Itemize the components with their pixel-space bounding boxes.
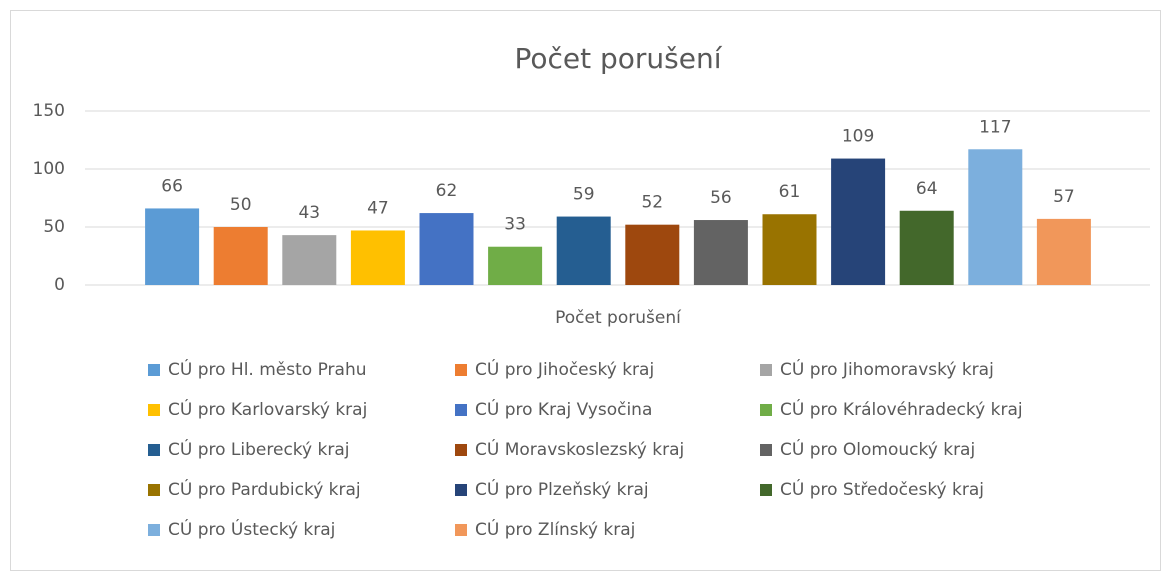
legend-swatch (760, 444, 772, 456)
bar (213, 227, 268, 285)
bar (488, 246, 543, 285)
data-label: 47 (367, 198, 389, 218)
legend-swatch (148, 524, 160, 536)
legend-label: CÚ pro Plzeňský kraj (475, 478, 649, 500)
data-label: 33 (504, 215, 526, 235)
data-label: 61 (779, 182, 801, 202)
y-tick-label: 150 (33, 101, 65, 121)
bar (350, 230, 405, 285)
legend-label: CÚ pro Středočeský kraj (780, 478, 984, 500)
legend-swatch (455, 444, 467, 456)
legend-swatch (148, 404, 160, 416)
data-label: 66 (161, 176, 183, 196)
legend-swatch (760, 484, 772, 496)
x-tick-label: Počet porušení (555, 308, 682, 328)
legend-label: CÚ pro Olomoucký kraj (780, 438, 975, 460)
bar (625, 224, 680, 285)
data-label: 117 (979, 117, 1011, 137)
legend-label: CÚ pro Pardubický kraj (168, 478, 361, 500)
y-tick-label: 0 (54, 275, 65, 295)
legend-label: CÚ pro Královéhradecký kraj (780, 398, 1023, 420)
data-label: 59 (573, 185, 595, 205)
data-label: 50 (230, 195, 252, 215)
legend-label: CÚ pro Liberecký kraj (168, 438, 349, 460)
legend-label: CÚ pro Hl. město Prahu (168, 358, 367, 380)
legend-label: CÚ pro Zlínský kraj (475, 518, 635, 540)
legend-label: CÚ pro Ústecký kraj (168, 518, 335, 540)
data-label: 57 (1053, 187, 1075, 207)
data-label: 56 (710, 188, 732, 208)
legend-label: CÚ pro Kraj Vysočina (475, 398, 652, 420)
legend-label: CÚ Moravskoslezský kraj (475, 438, 684, 460)
y-tick-label: 100 (33, 159, 65, 179)
legend-swatch (455, 484, 467, 496)
y-tick-label: 50 (43, 217, 65, 237)
data-label: 43 (298, 203, 320, 223)
data-label: 109 (842, 127, 874, 147)
legend-label: CÚ pro Jihočeský kraj (475, 358, 654, 380)
data-label: 64 (916, 179, 938, 199)
data-label: 52 (641, 193, 663, 213)
legend-swatch (148, 484, 160, 496)
legend-label: CÚ pro Jihomoravský kraj (780, 358, 994, 380)
legend-swatch (148, 364, 160, 376)
legend-swatch (760, 404, 772, 416)
bar (899, 210, 954, 285)
bar (556, 216, 611, 285)
bar (968, 149, 1023, 285)
chart-border (10, 10, 1161, 571)
bar (831, 158, 886, 285)
legend-label: CÚ pro Karlovarský kraj (168, 398, 367, 420)
chart-title: Počet porušení (514, 42, 722, 75)
bar (419, 213, 474, 285)
legend-swatch (760, 364, 772, 376)
legend-swatch (455, 524, 467, 536)
legend-swatch (148, 444, 160, 456)
bar (282, 235, 337, 285)
bar (762, 214, 817, 285)
bar (1036, 218, 1091, 285)
bar (145, 208, 200, 285)
legend-swatch (455, 364, 467, 376)
data-label: 62 (436, 181, 458, 201)
legend-swatch (455, 404, 467, 416)
bar (693, 220, 748, 285)
